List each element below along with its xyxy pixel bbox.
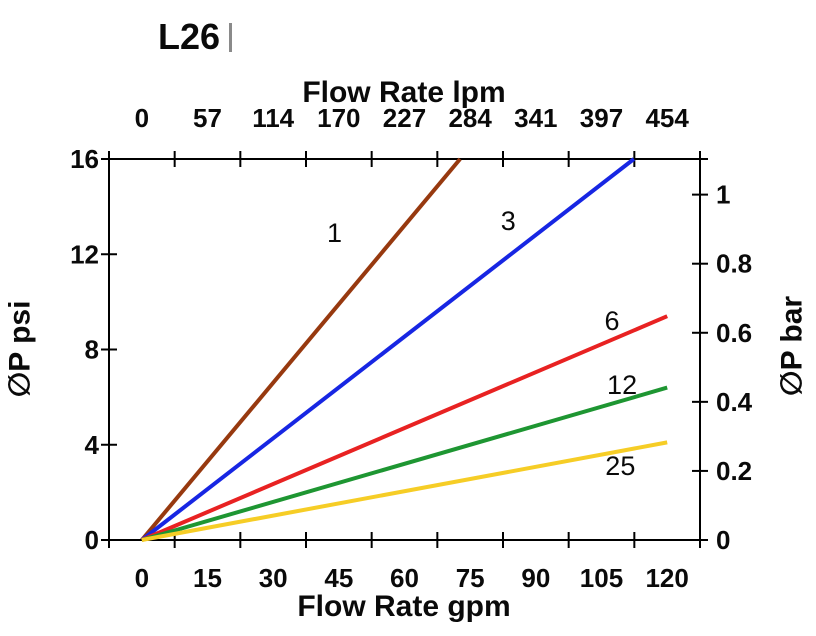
text-cursor-bar <box>229 23 232 52</box>
x-top-tick-label: 114 <box>252 103 294 133</box>
series-label-6: 6 <box>604 306 619 336</box>
y-left-tick-label: 16 <box>70 144 99 174</box>
y-right-tick-label: 0 <box>716 525 730 555</box>
top-axis-title: Flow Rate lpm <box>302 76 506 109</box>
x-top-tick-label: 284 <box>448 103 492 133</box>
x-bottom-tick-label: 60 <box>390 563 419 593</box>
x-bottom-tick-label: 75 <box>456 563 485 593</box>
series-label-25: 25 <box>605 451 635 481</box>
x-top-tick-label: 170 <box>317 103 360 133</box>
x-top-tick-label: 0 <box>135 103 149 133</box>
x-bottom-tick-label: 45 <box>324 563 353 593</box>
y-left-tick-label: 4 <box>85 430 100 460</box>
x-top-tick-label: 227 <box>383 103 426 133</box>
bottom-axis-title: Flow Rate gpm <box>297 590 511 623</box>
y-right-tick-label: 0.8 <box>716 249 752 279</box>
x-bottom-tick-label: 90 <box>521 563 550 593</box>
y-left-tick-label: 0 <box>85 525 99 555</box>
x-top-tick-label: 341 <box>514 103 557 133</box>
series-label-1: 1 <box>327 218 342 248</box>
y-right-tick-label: 0.2 <box>716 456 752 486</box>
series-line-25 <box>141 440 668 542</box>
x-top-tick-label: 454 <box>645 103 689 133</box>
x-bottom-tick-label: 105 <box>580 563 623 593</box>
y-right-tick-label: 0.6 <box>716 318 752 348</box>
y-left-tick-label: 12 <box>70 239 99 269</box>
x-bottom-tick-label: 15 <box>193 563 222 593</box>
chart-title: L26 <box>158 16 221 57</box>
series-line-3 <box>140 157 636 542</box>
series-line-12 <box>141 385 668 542</box>
x-top-tick-label: 57 <box>193 103 222 133</box>
series-line-1 <box>140 157 462 542</box>
y-right-tick-label: 1 <box>716 180 730 210</box>
series-label-12: 12 <box>607 370 637 400</box>
series-line-6 <box>141 314 668 542</box>
y-right-tick-label: 0.4 <box>716 387 753 417</box>
x-bottom-tick-label: 120 <box>645 563 688 593</box>
x-top-tick-label: 397 <box>580 103 623 133</box>
x-bottom-tick-label: 30 <box>259 563 288 593</box>
y-left-tick-label: 8 <box>85 335 99 365</box>
x-bottom-tick-label: 0 <box>135 563 149 593</box>
series-label-3: 3 <box>501 206 516 236</box>
